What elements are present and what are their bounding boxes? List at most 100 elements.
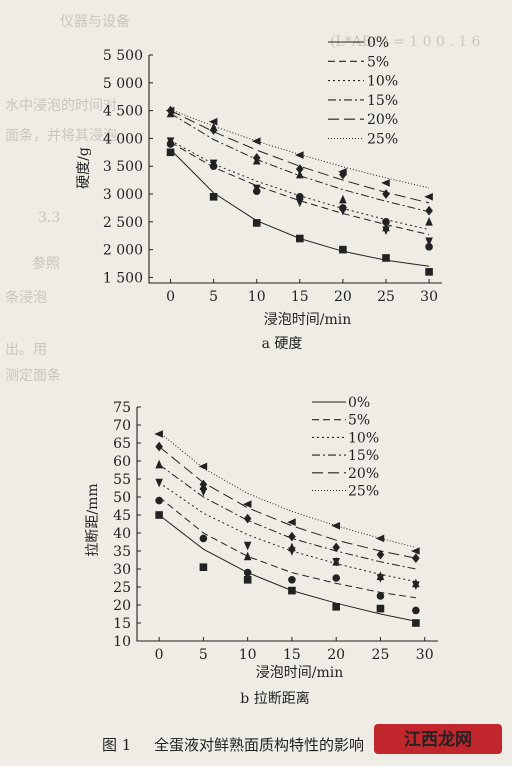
chart-hardness-xtick-label: 0 [166,289,175,305]
chart-breaking-distance-series-2-point [155,478,163,488]
chart-breaking-distance-series-0-point [199,563,208,571]
chart-breaking-distance-ylabel: 拉断距/mm [85,483,101,556]
chart-breaking-distance-series-5-point [198,462,208,471]
chart-breaking-distance-ytick-label: 55 [113,472,131,488]
chart-hardness-ytick-label: 2 000 [103,243,143,259]
chart-breaking-distance-series-4 [155,441,420,563]
chart-hardness-series-5-point [338,167,347,176]
chart-hardness-series-4-point [425,205,433,216]
chart-hardness-xtick-label: 10 [248,289,266,305]
bg-text-8: 测定面条 [5,367,61,384]
chart-breaking-distance-series-4-point [376,549,385,560]
chart-breaking-distance-xtick-label: 10 [239,647,257,663]
chart-breaking-distance-series-3-point [332,557,340,566]
chart-hardness-series-3-line [170,112,430,213]
chart-breaking-distance-legend-label: 5% [348,413,370,429]
chart-breaking-distance-xtick-label: 0 [155,647,164,663]
chart-breaking-distance-ytick-label: 15 [113,616,131,632]
chart-hardness-series-4-point [252,153,261,163]
chart-hardness-legend-label: 15% [367,93,398,109]
chart-breaking-distance-ytick-label: 10 [113,634,131,650]
chart-breaking-distance-series-0-point [376,604,385,613]
chart-hardness-legend-label: 20% [367,112,398,128]
chart-breaking-distance-series-1-point [155,496,163,505]
chart-breaking-distance-series-5-point [242,500,252,508]
chart-breaking-distance-xtick-label: 20 [327,647,345,663]
chart-hardness-series-0-point [166,148,175,157]
chart-breaking-distance-series-0 [155,511,420,627]
chart-breaking-distance-series-3-line [158,464,416,570]
chart-breaking-distance-ytick-label: 35 [113,544,131,560]
chart-breaking-distance-series-3-point [412,578,420,588]
chart-hardness-series-5-point [381,179,390,187]
chart-hardness-legend-label: 0% [367,35,389,51]
chart-breaking-distance-series-1-point [376,592,385,600]
chart-breaking-distance-series-4-point [332,542,340,553]
background-text: 仪器与设备 (L*ABC) = 1 0 0 . 1 6 水中浸泡的时间对 面条，… [5,13,481,384]
bg-text-1: (L*ABC) = 1 0 0 . 1 6 [330,34,481,50]
chart-hardness-legend-label: 10% [367,74,398,90]
chart-breaking-distance-series-1-line [158,496,416,599]
watermark-logo: 江西龙网 [374,724,502,754]
chart-breaking-distance-series-0-point [412,619,420,627]
chart-hardness-legend-label: 5% [367,54,389,70]
chart-hardness: a 硬度 1 500 2 000 2 500 3 000 3 500 4 000 4 500… [76,35,442,352]
chart-hardness-series-1-point [382,218,390,226]
chart-breaking-distance-series-1 [155,496,420,615]
figure-caption: 图 1 全蛋液对鲜熟面质构特性的影响 [102,736,364,754]
chart-hardness-subcaption: a 硬度 [262,336,303,352]
chart-hardness-series-2-line [170,140,430,231]
chart-hardness-series-0-point [382,254,390,262]
chart-breaking-distance: b 拉断距离 10 15 20 25 30 35 40 45 50 55 60 65 70 75 0 5 10 1… [85,395,438,707]
chart-hardness-series-0-point [209,193,218,201]
figure-caption-label: 图 1 [102,736,131,754]
chart-breaking-distance-xtick-label: 25 [372,647,390,663]
bg-text-4: 3.3 [38,210,60,226]
chart-hardness-legend-label: 25% [367,132,398,148]
chart-breaking-distance-series-4-point [288,531,296,542]
chart-hardness-ytick-label: 4 500 [103,104,143,120]
chart-breaking-distance-ytick-label: 30 [113,562,131,578]
chart-breaking-distance-subcaption: b 拉断距离 [240,690,309,707]
chart-hardness-ytick-label: 3 000 [103,187,143,203]
chart-breaking-distance-series-5-point [287,518,296,526]
chart-breaking-distance-legend-label: 10% [348,430,379,446]
chart-hardness-xtick-label: 25 [377,289,395,305]
chart-breaking-distance-series-5-point [411,547,420,555]
chart-hardness-ytick-label: 3 500 [103,159,143,175]
chart-hardness-xtick-label: 15 [291,289,309,305]
chart-hardness-ytick-label: 5 500 [103,48,143,64]
chart-hardness-series-3-point [339,194,347,204]
chart-hardness-series-5-point [251,137,261,145]
chart-hardness-series-2-point [339,206,347,216]
chart-hardness-series-2-point [252,184,261,194]
figure-caption-text: 全蛋液对鲜熟面质构特性的影响 [154,736,364,754]
chart-breaking-distance-legend-label: 25% [348,484,379,500]
chart-hardness-series-5-point [165,106,175,115]
chart-breaking-distance-xtick-label: 30 [416,647,434,663]
bg-text-5: 参照 [32,255,60,272]
bg-text-7: 出。用 [5,342,47,358]
chart-breaking-distance-legend-label: 20% [348,466,379,482]
chart-hardness-ytick-label: 1 500 [103,270,143,286]
chart-breaking-distance-series-5-point [331,522,340,530]
chart-breaking-distance-xlabel: 浸泡时间/min [256,665,344,681]
chart-hardness-series-2-point [166,137,175,146]
chart-breaking-distance-ytick-label: 20 [113,598,131,614]
chart-breaking-distance-series-5-point [154,430,163,438]
bg-text-3: 面条，并将其浸泡 [5,127,117,144]
chart-hardness-xtick-label: 20 [334,289,352,305]
chart-breaking-distance-series-2-point [243,541,252,551]
chart-breaking-distance-ytick-label: 75 [113,400,131,416]
chart-hardness-series-4-point [209,125,218,135]
bg-text-2: 水中浸泡的时间对 [5,98,117,114]
chart-breaking-distance-ytick-label: 65 [113,436,131,452]
chart-breaking-distance-legend-label: 15% [348,448,379,464]
chart-breaking-distance-series-1-point [412,606,420,615]
chart-hardness-series-4 [166,105,433,216]
chart-breaking-distance-series-3-point [376,571,385,580]
chart-breaking-distance-ytick-label: 60 [113,454,131,470]
chart-hardness-xtick-label: 5 [209,289,218,305]
chart-breaking-distance-series-4-point [155,441,163,452]
